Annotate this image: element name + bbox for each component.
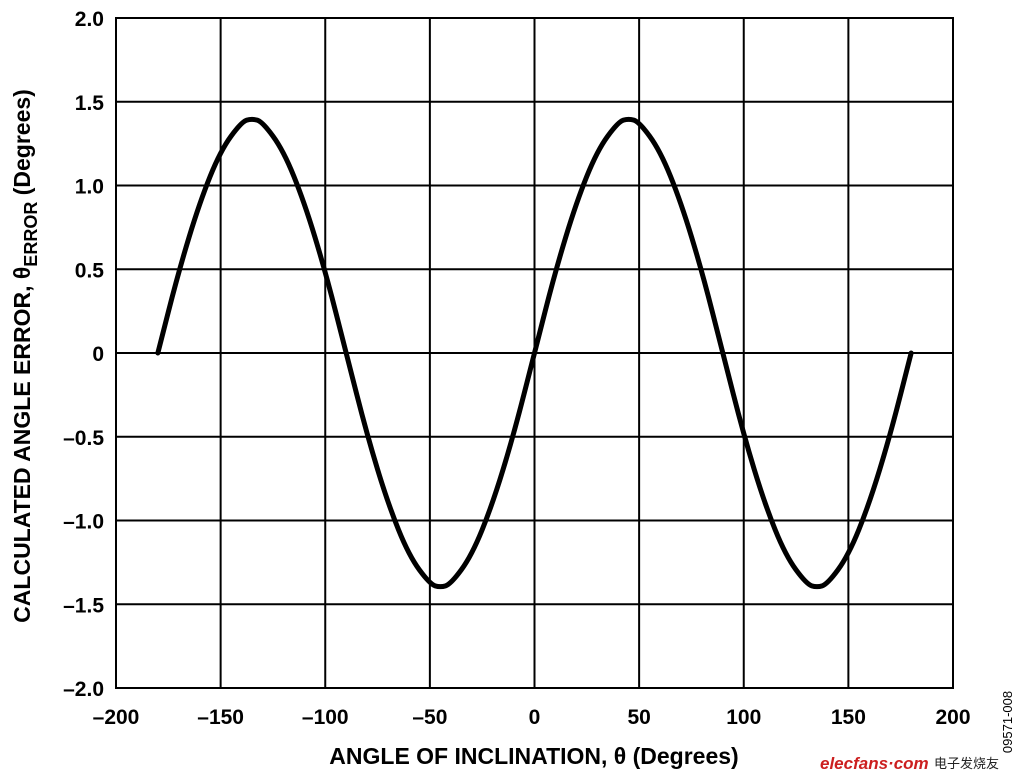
y-axis-title: CALCULATED ANGLE ERROR, θERROR (Degrees) bbox=[9, 89, 41, 623]
x-tick-label: 150 bbox=[831, 706, 866, 729]
x-tick-label: 0 bbox=[529, 706, 541, 729]
y-axis-title-subscript: ERROR bbox=[21, 202, 41, 267]
figure-id: 09571-008 bbox=[1000, 691, 1015, 753]
x-tick-label: 100 bbox=[726, 706, 761, 729]
y-tick-label: 0.5 bbox=[75, 259, 105, 282]
x-tick-label: 200 bbox=[935, 706, 970, 729]
y-axis-title-suffix: (Degrees) bbox=[9, 89, 35, 201]
x-tick-label: –200 bbox=[93, 706, 140, 729]
x-axis-title: ANGLE OF INCLINATION, θ (Degrees) bbox=[329, 743, 738, 769]
plot-frame bbox=[115, 17, 954, 689]
x-tick-label: –150 bbox=[197, 706, 244, 729]
watermark-chinese: 电子发烧友 bbox=[934, 756, 999, 772]
x-tick-label: –50 bbox=[412, 706, 447, 729]
y-tick-label: 2.0 bbox=[75, 8, 104, 31]
y-tick-label: –1.0 bbox=[63, 511, 104, 534]
angle-error-curve bbox=[155, 116, 914, 590]
watermark-brand: elecfans·com bbox=[820, 754, 929, 773]
x-tick-label: 50 bbox=[627, 706, 650, 729]
x-tick-labels: –200 –150 –100 –50 0 50 100 150 200 bbox=[93, 706, 971, 729]
y-tick-label: 1.0 bbox=[75, 176, 104, 199]
y-tick-labels: 2.0 1.5 1.0 0.5 0 –0.5 –1.0 –1.5 –2.0 bbox=[63, 8, 104, 701]
y-tick-label: –0.5 bbox=[63, 427, 104, 450]
y-tick-label: 0 bbox=[92, 343, 104, 366]
x-tick-label: –100 bbox=[302, 706, 349, 729]
y-axis-title-main: CALCULATED ANGLE ERROR, θ bbox=[9, 267, 35, 623]
y-tick-label: –1.5 bbox=[63, 594, 104, 617]
y-tick-label: 1.5 bbox=[75, 92, 105, 115]
y-tick-label: –2.0 bbox=[63, 678, 104, 701]
